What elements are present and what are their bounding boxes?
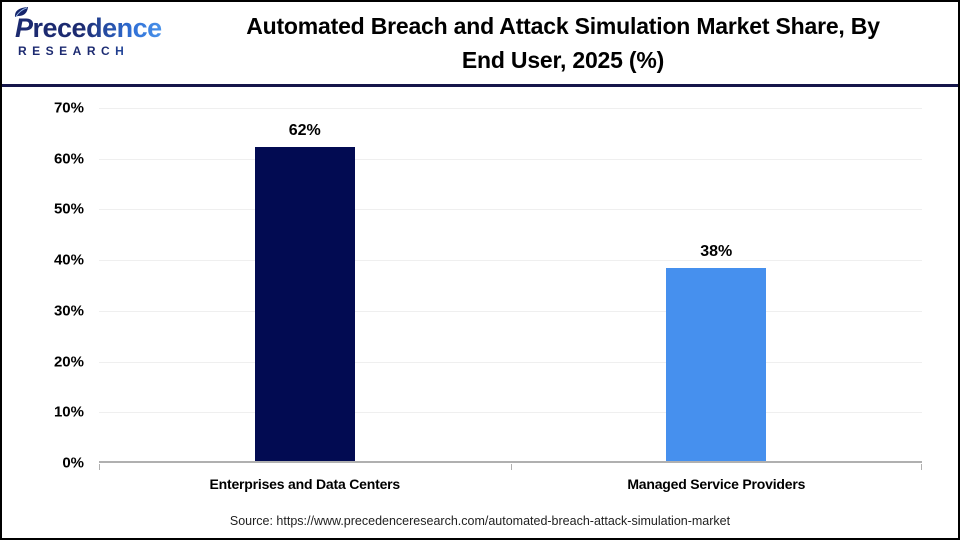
chart-title: Automated Breach and Attack Simulation M… xyxy=(180,9,946,77)
chart-area: 0% 10% 20% 30% 40% 50% 60% 70% 62% 38% Enterpris… xyxy=(2,90,958,538)
x-axis-tick xyxy=(921,464,922,470)
y-axis-tick-label: 50% xyxy=(53,200,84,218)
gridline xyxy=(99,260,922,262)
gridline xyxy=(99,158,922,160)
bar-value-label: 38% xyxy=(700,243,733,261)
gridline xyxy=(99,412,922,414)
y-axis-tick-label: 40% xyxy=(53,251,84,269)
brand-logo: Precedence RESEARCH xyxy=(14,7,175,58)
gridline xyxy=(99,310,922,312)
bar xyxy=(254,146,355,461)
leaf-icon xyxy=(14,7,28,17)
brand-subtitle: RESEARCH xyxy=(15,44,175,58)
gridline xyxy=(99,361,922,363)
y-axis-tick-label: 20% xyxy=(53,353,84,371)
y-axis-tick-label: 70% xyxy=(53,99,84,117)
source-note: Source: https://www.precedenceresearch.c… xyxy=(229,514,731,528)
y-axis-tick-label: 30% xyxy=(53,302,84,320)
chart-title-line1: Automated Breach and Attack Simulation M… xyxy=(246,13,880,39)
x-axis-category-label: Managed Service Providers xyxy=(627,476,806,492)
y-axis-tick-label: 60% xyxy=(53,150,84,168)
bar xyxy=(666,268,767,461)
gridline xyxy=(99,209,922,211)
gridline xyxy=(99,108,922,109)
x-axis: Enterprises and Data Centers Managed Serv… xyxy=(99,473,922,495)
x-axis-tick xyxy=(510,464,512,470)
chart-title-line2: End User, 2025 (%) xyxy=(461,47,665,73)
y-axis-tick-label: 10% xyxy=(53,403,84,421)
x-axis-category-label: Enterprises and Data Centers xyxy=(209,476,401,492)
y-axis: 0% 10% 20% 30% 40% 50% 60% 70% xyxy=(2,100,84,472)
header: Precedence RESEARCH Automated Breach and… xyxy=(2,2,958,87)
plot-area: 62% 38% xyxy=(99,108,922,470)
brand-rest: recedence xyxy=(32,13,162,43)
bar-value-label: 62% xyxy=(288,121,321,139)
y-axis-tick-label: 0% xyxy=(62,454,84,472)
brand-wordmark: Precedence xyxy=(14,7,162,43)
x-axis-tick xyxy=(99,464,100,470)
